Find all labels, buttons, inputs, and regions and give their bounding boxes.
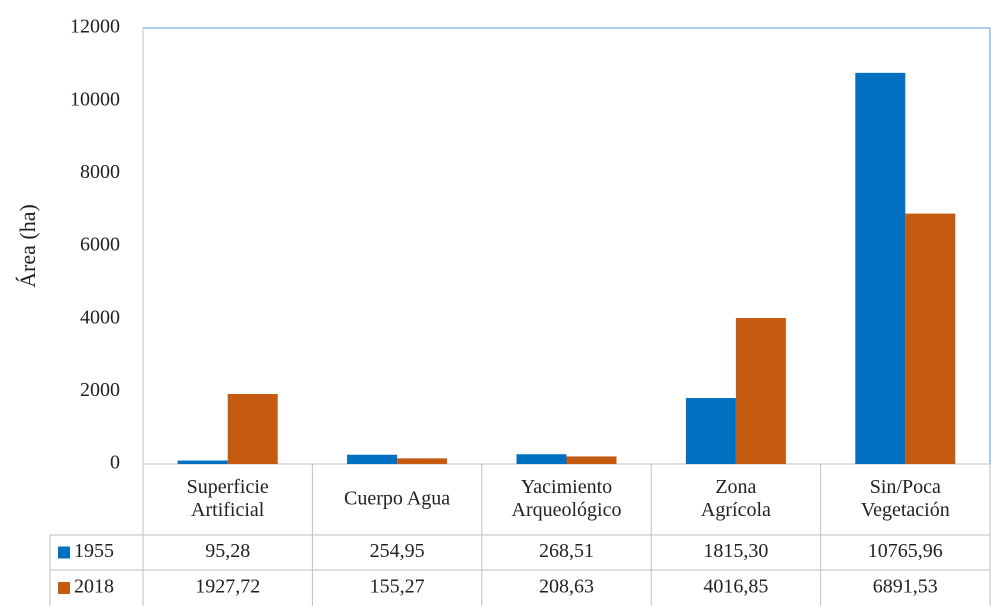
y-tick-label: 4000: [80, 306, 120, 328]
y-tick-label: 2000: [80, 379, 120, 401]
table-value: 4016,85: [703, 576, 768, 598]
x-tick-label-line: Arqueológico: [512, 499, 622, 521]
x-tick-label-line: Vegetación: [861, 499, 950, 521]
bar: [855, 72, 906, 464]
bar: [685, 398, 736, 464]
table-value: 155,27: [370, 576, 425, 598]
y-tick-label: 12000: [70, 16, 120, 38]
x-tick-label: Yacimiento Arqueológico: [512, 476, 622, 521]
legend-label: 2018: [74, 576, 114, 598]
table-value: 268,51: [539, 540, 594, 562]
bar: [905, 213, 956, 464]
bar: [566, 456, 617, 464]
y-tick-label: 10000: [70, 88, 120, 110]
table-value: 208,63: [539, 576, 594, 598]
bar: [516, 454, 567, 464]
x-tick-label-line: Superficie: [187, 476, 269, 498]
x-tick-label-line: Cuerpo Agua: [344, 487, 450, 509]
y-axis-label: Área (ha): [15, 204, 40, 288]
x-tick-label-line: Yacimiento: [521, 476, 612, 498]
bar: [397, 458, 448, 464]
table-value: 10765,96: [868, 540, 943, 562]
x-tick-label: Zona Agrícola: [701, 476, 771, 521]
bar: [735, 318, 786, 464]
table-value: 6891,53: [873, 576, 938, 598]
x-tick-label: Sin/Poca Vegetación: [861, 476, 950, 521]
table-value: 254,95: [370, 540, 425, 562]
legend-swatch: [58, 546, 70, 559]
table-value: 1815,30: [703, 540, 768, 562]
x-tick-label: Superficie Artificial: [187, 476, 269, 521]
y-tick-label: 6000: [80, 234, 120, 256]
legend-label: 1955: [74, 540, 114, 562]
x-tick-label-line: Artificial: [191, 499, 265, 521]
bar: [347, 454, 398, 464]
y-tick-label: 0: [110, 452, 120, 474]
x-tick-label-line: Zona: [715, 476, 756, 498]
y-tick-label: 8000: [80, 161, 120, 183]
bar: [177, 460, 228, 464]
bar: [227, 393, 278, 464]
table-value: 1927,72: [195, 576, 260, 598]
x-tick-label-line: Sin/Poca: [870, 476, 941, 498]
x-tick-label: Cuerpo Agua: [344, 487, 450, 509]
legend-swatch: [58, 582, 70, 594]
x-tick-label-line: Agrícola: [701, 499, 771, 521]
table-value: 95,28: [205, 540, 250, 562]
